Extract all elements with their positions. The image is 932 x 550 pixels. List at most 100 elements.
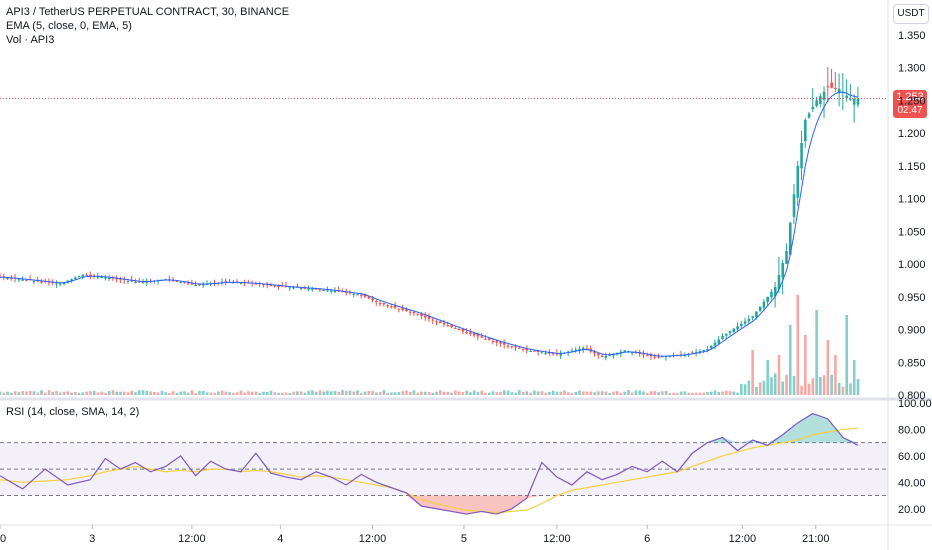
volume-bar <box>751 350 754 395</box>
candle-body <box>743 321 747 324</box>
volume-bar <box>770 377 773 395</box>
volume-bar <box>548 391 551 395</box>
volume-bar <box>100 391 103 395</box>
candle-body <box>777 275 781 290</box>
candle-body <box>819 96 822 104</box>
candle-body <box>717 339 721 344</box>
volume-bar <box>247 391 250 395</box>
volume-bar <box>819 376 822 395</box>
volume-bar <box>465 390 468 395</box>
volume-bar <box>397 392 401 395</box>
candle-body <box>521 348 525 350</box>
volume-bar <box>698 392 702 395</box>
candle-body <box>570 350 574 352</box>
volume-bar <box>484 392 487 395</box>
volume-bar <box>408 391 412 395</box>
volume-bar <box>766 360 769 395</box>
volume-bar <box>476 391 480 395</box>
volume-bar <box>585 391 589 395</box>
volume-bar <box>676 392 679 395</box>
candle-body <box>830 82 833 88</box>
candle-body <box>412 311 416 314</box>
candle-body <box>461 329 465 332</box>
volume-bar <box>649 391 653 395</box>
price-tick-label: 0.800 <box>898 390 926 402</box>
volume-bar <box>559 391 563 395</box>
candle-body <box>85 274 88 276</box>
ema-line <box>0 91 858 357</box>
volume-bar <box>329 391 333 395</box>
candle-body <box>311 288 314 290</box>
volume-bar <box>341 390 344 395</box>
volume-bar <box>337 391 341 395</box>
last-price: 1.253 <box>896 91 924 103</box>
candle-body <box>378 303 382 305</box>
time-tick-label: 12:00 <box>543 533 571 545</box>
volume-bar <box>326 390 329 395</box>
volume-bar <box>717 391 721 395</box>
candle-body <box>269 285 273 287</box>
candle-body <box>405 309 408 311</box>
volume-bar <box>506 390 510 395</box>
volume-bar <box>694 392 698 395</box>
candle-body <box>728 331 732 334</box>
candle-body <box>856 98 860 105</box>
candle-body <box>661 356 664 358</box>
candle-body <box>480 336 484 338</box>
candle-body <box>510 346 514 348</box>
candle-body <box>600 355 604 358</box>
volume-bar <box>518 390 521 395</box>
volume-bar <box>77 392 81 395</box>
volume-bar <box>589 391 593 395</box>
volume-bar <box>183 391 186 395</box>
candle-body <box>382 302 386 305</box>
currency-button[interactable]: USDT <box>893 4 929 24</box>
time-tick-label: 21:00 <box>802 533 830 545</box>
volume-bar <box>62 391 66 395</box>
candle-body <box>604 355 608 358</box>
volume-bar <box>645 392 649 395</box>
volume-bar <box>190 390 194 395</box>
candle-body <box>179 282 183 284</box>
candle-body <box>713 342 717 346</box>
candle-body <box>416 313 420 315</box>
volume-bar <box>578 390 581 395</box>
volume-bar <box>333 391 337 395</box>
volume-bar <box>273 392 277 395</box>
volume-bar <box>570 392 574 395</box>
volume-bar <box>762 380 766 395</box>
volume-bar <box>258 392 262 395</box>
volume-bar <box>277 392 280 395</box>
volume-bar <box>529 392 532 395</box>
candle-body <box>645 355 649 357</box>
volume-bar <box>804 335 807 395</box>
last-price-badge: 1.253 02:47 <box>893 90 927 118</box>
volume-bar <box>725 390 728 395</box>
volume-bar <box>536 391 540 395</box>
volume-bar <box>800 385 803 395</box>
candle-body <box>439 321 442 324</box>
volume-bar <box>220 390 224 395</box>
volume-bar <box>393 392 397 395</box>
candle-body <box>751 316 754 318</box>
volume-bar <box>822 375 826 395</box>
volume-bar <box>788 325 792 395</box>
rsi-legend: RSI (14, close, SMA, 14, 2) <box>6 406 140 418</box>
candle-body <box>578 348 581 351</box>
volume-bar <box>281 392 284 395</box>
volume-bar <box>284 392 288 395</box>
volume-bar <box>13 391 17 395</box>
volume-bar <box>138 390 141 395</box>
volume-bar <box>657 392 660 395</box>
volume-bar <box>841 386 845 395</box>
volume-bar <box>777 355 781 395</box>
candle-body <box>371 298 374 301</box>
volume-bar <box>691 392 694 395</box>
volume-bar <box>85 391 88 395</box>
candle-body <box>107 278 111 279</box>
volume-bar <box>32 391 36 395</box>
volume-bar <box>96 392 100 395</box>
volume-bar <box>292 391 295 395</box>
volume-bar <box>405 390 408 395</box>
